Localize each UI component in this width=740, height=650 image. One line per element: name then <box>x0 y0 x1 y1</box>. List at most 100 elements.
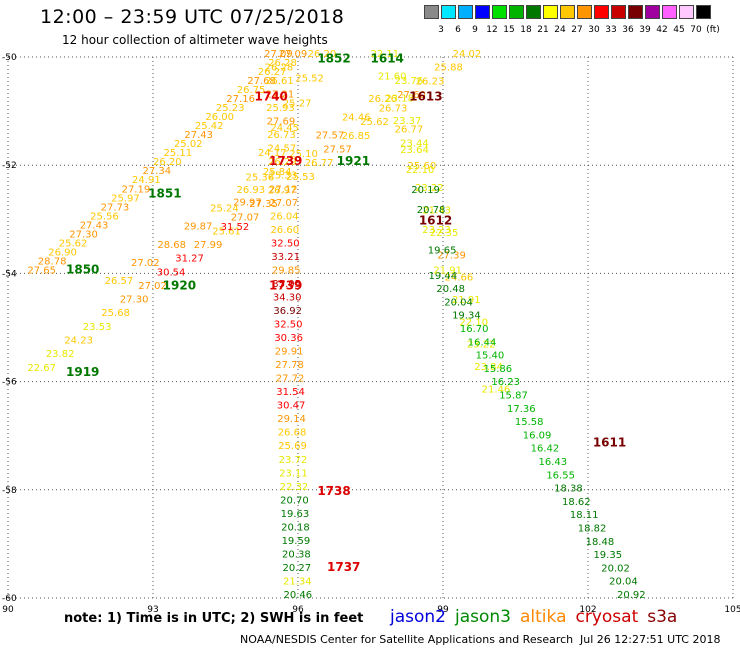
swh-value: 19.63 <box>281 509 310 520</box>
swh-value: 26.26 <box>368 94 397 105</box>
swh-value: 32.50 <box>274 320 303 331</box>
swh-value: 24.46 <box>342 112 371 123</box>
swh-value: 27.68 <box>247 76 276 87</box>
swh-value: 17.36 <box>507 404 536 415</box>
swh-value: 16.09 <box>523 430 552 441</box>
swh-value: 23.64 <box>400 145 429 156</box>
swh-value: 26.85 <box>342 131 371 142</box>
swh-value: 26.29 <box>268 157 297 168</box>
swh-value: 27.16 <box>226 94 255 105</box>
swh-value: 15.87 <box>499 391 528 402</box>
y-tick-label: -56 <box>2 378 17 388</box>
y-tick-label: -58 <box>2 486 17 496</box>
swh-value: 29.87 <box>184 222 213 233</box>
pass-time-label: 1850 <box>66 262 99 276</box>
swh-value: 26.57 <box>105 276 134 287</box>
legend-swatch <box>441 5 456 19</box>
y-tick-label: -52 <box>2 161 17 171</box>
swh-value: 27.07 <box>269 198 298 209</box>
swh-value: 25.88 <box>434 63 463 74</box>
legend-label: 45 <box>673 25 685 35</box>
swh-value: 25.60 <box>408 161 437 172</box>
swh-value: 25.93 <box>266 103 295 114</box>
swh-value: 35.05 <box>272 279 301 290</box>
legend-swatch <box>645 5 660 19</box>
legend-label: 30 <box>588 25 600 35</box>
swh-value: 26.73 <box>267 130 296 141</box>
legend-swatch <box>611 5 626 19</box>
satellite-legend: jason2 jason3 altika cryosat s3a <box>390 607 686 627</box>
legend-label: 21 <box>537 25 549 35</box>
swh-value: 27.35 <box>249 199 278 210</box>
swh-value: 29.97 <box>233 197 262 208</box>
swh-value: 25.62 <box>360 117 389 128</box>
legend-swatch <box>577 5 592 19</box>
legend-label: 12 <box>486 25 498 35</box>
pass-time-label: 1920 <box>163 279 196 293</box>
swh-value: 22.10 <box>459 317 488 328</box>
swh-value: 33.21 <box>271 252 300 263</box>
x-tick-label: 99 <box>437 605 449 615</box>
swh-value: 32.50 <box>271 238 300 249</box>
swh-value: 20.18 <box>281 522 310 533</box>
swh-value: 27.09 <box>264 49 293 60</box>
swh-value: 27.12 <box>269 184 298 195</box>
pass-time-label: 1613 <box>409 89 442 103</box>
swh-value: 27.30 <box>120 295 149 306</box>
legend-label: 9 <box>472 25 478 35</box>
swh-value: 27.07 <box>231 213 260 224</box>
legend-label: 70 <box>690 25 702 35</box>
swh-value: 23.18 <box>385 94 414 105</box>
swh-value: 26.00 <box>205 112 234 123</box>
legend-swatch <box>628 5 643 19</box>
swh-value: 20.46 <box>284 590 313 601</box>
swh-value: 16.42 <box>531 444 560 455</box>
legend-swatch <box>560 5 575 19</box>
swh-value: 25.52 <box>295 74 324 85</box>
swh-value: 21.60 <box>378 71 407 82</box>
y-tick-label: -60 <box>2 594 17 604</box>
swh-value: 30.36 <box>274 333 303 344</box>
swh-value: 18.48 <box>586 537 615 548</box>
swh-value: 18.38 <box>554 484 583 495</box>
legend-swatch <box>475 5 490 19</box>
swh-value: 26.61 <box>265 76 294 87</box>
swh-value: 25.42 <box>195 121 224 132</box>
swh-value: 23.53 <box>83 322 112 333</box>
pass-time-label: 1852 <box>317 51 350 65</box>
swh-value: 25.53 <box>286 172 315 183</box>
swh-value: 21.43 <box>422 206 451 217</box>
legend-label: 6 <box>455 25 461 35</box>
swh-value: 26.90 <box>48 247 77 258</box>
swh-value: 25.11 <box>163 148 192 159</box>
swh-value: 23.22 <box>415 183 444 194</box>
swh-value: 28.68 <box>157 240 186 251</box>
swh-value: 27.69 <box>267 117 296 128</box>
swh-value: 18.82 <box>578 524 607 535</box>
swh-value: 26.23 <box>416 76 445 87</box>
x-tick-label: 90 <box>2 605 14 615</box>
legend-swatch <box>424 5 439 19</box>
swh-value: 23.23 <box>422 225 451 236</box>
legend-swatch <box>662 5 677 19</box>
swh-value: 34.30 <box>273 292 302 303</box>
pass-time-label: 1739 <box>269 154 302 168</box>
legend-label: 15 <box>503 25 515 35</box>
swh-value: 26.28 <box>268 58 297 69</box>
satellite-name-s3a: s3a <box>647 607 678 627</box>
swh-value: 27.34 <box>143 166 172 177</box>
swh-value: 27.43 <box>80 220 109 231</box>
legend-label: 3 <box>438 25 444 35</box>
swh-value: 22.35 <box>430 228 459 239</box>
swh-value: 25.69 <box>278 441 307 452</box>
swh-value: 24.02 <box>453 49 482 60</box>
pass-time-label: 1611 <box>593 436 626 450</box>
swh-value: 27.99 <box>194 240 223 251</box>
legend-swatch <box>509 5 524 19</box>
swh-value: 26.20 <box>308 49 337 60</box>
swh-value: 27.65 <box>27 265 56 276</box>
swh-value: 27.72 <box>276 374 305 385</box>
swh-value: 29.91 <box>275 347 304 358</box>
swh-value: 25.36 <box>246 173 275 184</box>
